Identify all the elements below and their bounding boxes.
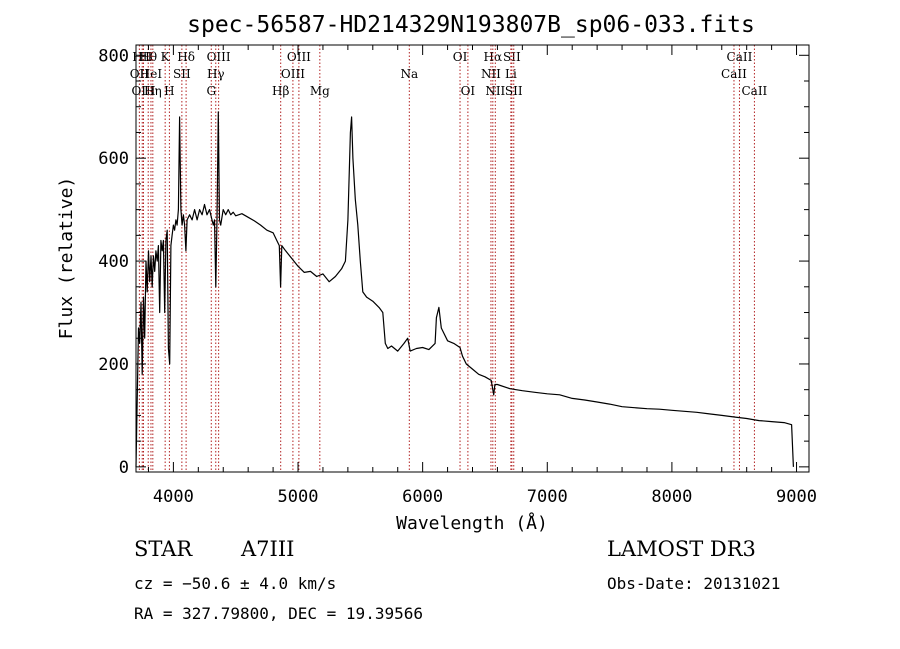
line-marker-label: SII (173, 67, 191, 81)
line-marker-label: CaII (721, 67, 747, 81)
line-marker-label: HeI (140, 67, 163, 81)
survey-name: LAMOST DR3 (607, 537, 756, 561)
x-tick-label: 5000 (278, 487, 319, 507)
x-tick-label: 7000 (527, 487, 568, 507)
y-tick-label: 0 (119, 458, 129, 478)
x-tick-label: 6000 (402, 487, 443, 507)
line-marker-label: OI (453, 50, 468, 64)
line-marker-label: HII (132, 50, 152, 64)
line-marker-label: Hβ (272, 84, 289, 98)
line-marker-label: Mg (310, 84, 330, 98)
line-marker-label: NII (481, 67, 501, 81)
y-tick-label: 200 (98, 355, 129, 375)
x-tick-label: 9000 (776, 487, 817, 507)
y-axis-label: Flux (relative) (56, 177, 77, 340)
x-axis-label: Wavelength (Å) (396, 512, 548, 534)
plot-frame (135, 44, 810, 473)
chart-title: spec-56587-HD214329N193807B_sp06-033.fit… (187, 12, 755, 38)
line-marker-label: OII (130, 67, 150, 81)
line-marker-label: CaII (727, 50, 753, 64)
line-marker-label: Hα (484, 50, 503, 64)
y-tick-label: 800 (98, 46, 129, 66)
x-tick-label: 8000 (651, 487, 692, 507)
line-marker-label: H (164, 84, 174, 98)
line-marker-label: G (206, 84, 216, 98)
line-marker-label: CaII (741, 84, 767, 98)
spectrum-series (135, 111, 794, 467)
line-marker-label: Hδ (177, 50, 195, 64)
line-markers: HII OII OIII Hθ HeI Hη K H SII Hδ OIII Hγ G Hβ OIII OII… (130, 45, 768, 472)
line-marker-label: SII (503, 50, 521, 64)
y-tick-label: 400 (98, 252, 129, 272)
line-marker-label: SII (505, 84, 523, 98)
line-marker-label: Hη (144, 84, 162, 98)
line-marker-label: Li (505, 67, 517, 81)
line-marker-label: Hγ (207, 67, 225, 81)
line-marker-label: OIII (281, 67, 305, 81)
redshift-velocity: cz = −50.6 ± 4.0 km/s (134, 574, 337, 593)
obs-date: Obs-Date: 20131021 (607, 574, 781, 593)
object-class: STAR (134, 537, 193, 561)
coordinates: RA = 327.79800, DEC = 19.39566 (134, 604, 423, 623)
x-tick-label: 4000 (153, 487, 194, 507)
y-tick-label: 600 (98, 149, 129, 169)
line-marker-label: OIII (287, 50, 311, 64)
line-marker-label: Na (400, 67, 418, 81)
line-marker-label: K (161, 50, 171, 64)
line-marker-label: OI (461, 84, 476, 98)
line-marker-label: Hθ (139, 50, 157, 64)
axis-ticks: 4000 5000 6000 7000 8000 9000 0 200 400 600 800 (98, 45, 817, 507)
line-marker-label: OIII (131, 84, 155, 98)
subclass: A7III (241, 537, 295, 561)
spectrum-line (135, 111, 794, 467)
line-marker-label: OIII (207, 50, 231, 64)
line-marker-label: NII (485, 84, 505, 98)
